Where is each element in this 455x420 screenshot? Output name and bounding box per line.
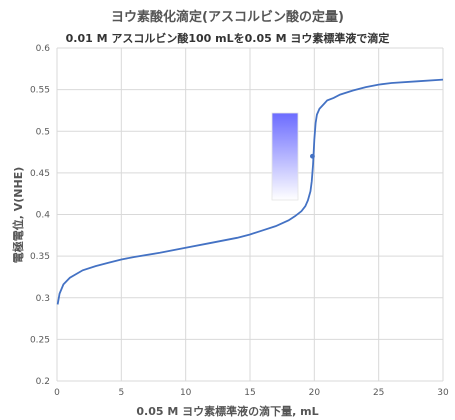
data-point-marker [310,153,315,159]
x-tick-label: 10 [180,388,192,398]
y-tick-label: 0.25 [30,335,50,345]
y-tick-label: 0.6 [36,44,51,54]
x-tick-label: 0 [54,388,60,398]
x-tick-label: 5 [118,388,124,398]
chart-title: ヨウ素酸化滴定(アスコルビン酸の定量) [111,10,344,25]
x-tick-label: 20 [309,388,321,398]
series-line [56,78,444,305]
gradient-swatch [271,112,299,201]
x-tick-label: 30 [437,388,449,398]
y-axis-label: 電極電位, V(NHE) [12,166,25,264]
y-tick-label: 0.4 [36,211,51,221]
y-tick-label: 0.3 [36,294,50,304]
x-axis-label: 0.05 M ヨウ素標準液の滴下量, mL [136,405,319,418]
y-tick-label: 0.5 [36,127,50,137]
chart-subtitle: 0.01 M アスコルビン酸100 mLを0.05 M ヨウ素標準液で滴定 [65,32,390,45]
x-tick-label: 25 [373,388,384,398]
y-tick-label: 0.35 [30,252,50,262]
y-tick-label: 0.45 [30,169,50,179]
y-tick-label: 0.55 [30,86,50,96]
x-tick-label: 15 [244,388,255,398]
y-tick-label: 0.2 [36,377,50,387]
